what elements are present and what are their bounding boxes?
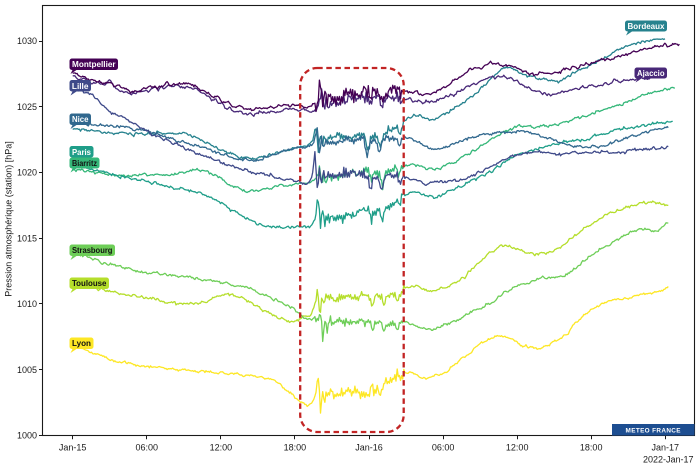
svg-text:12:00: 12:00 bbox=[506, 443, 529, 453]
svg-text:Nice: Nice bbox=[72, 115, 89, 124]
svg-text:2022-Jan-17: 2022-Jan-17 bbox=[643, 455, 694, 465]
svg-text:12:00: 12:00 bbox=[210, 443, 233, 453]
svg-text:Biarritz: Biarritz bbox=[72, 159, 97, 168]
svg-text:Pression atmosphérique (statio: Pression atmosphérique (station) [hPa] bbox=[4, 141, 14, 297]
svg-text:Paris: Paris bbox=[72, 148, 91, 157]
svg-text:1000: 1000 bbox=[17, 431, 37, 441]
svg-text:18:00: 18:00 bbox=[284, 443, 307, 453]
svg-text:Lyon: Lyon bbox=[72, 339, 91, 348]
svg-text:Strasbourg: Strasbourg bbox=[72, 246, 113, 255]
svg-text:Jan-16: Jan-16 bbox=[355, 443, 383, 453]
svg-text:Jan-17: Jan-17 bbox=[652, 443, 680, 453]
svg-text:1015: 1015 bbox=[17, 233, 37, 243]
svg-text:METEO FRANCE: METEO FRANCE bbox=[626, 428, 682, 435]
svg-text:Lille: Lille bbox=[72, 82, 89, 91]
svg-text:1005: 1005 bbox=[17, 365, 37, 375]
svg-text:1025: 1025 bbox=[17, 102, 37, 112]
svg-text:Jan-15: Jan-15 bbox=[59, 443, 87, 453]
svg-text:06:00: 06:00 bbox=[136, 443, 159, 453]
svg-text:1020: 1020 bbox=[17, 168, 37, 178]
svg-text:Toulouse: Toulouse bbox=[72, 279, 107, 288]
svg-text:1010: 1010 bbox=[17, 299, 37, 309]
svg-text:06:00: 06:00 bbox=[432, 443, 455, 453]
svg-text:Bordeaux: Bordeaux bbox=[628, 22, 665, 31]
svg-text:Montpellier: Montpellier bbox=[72, 60, 116, 69]
svg-text:1030: 1030 bbox=[17, 36, 37, 46]
svg-text:Ajaccio: Ajaccio bbox=[637, 69, 665, 78]
svg-text:18:00: 18:00 bbox=[580, 443, 603, 453]
